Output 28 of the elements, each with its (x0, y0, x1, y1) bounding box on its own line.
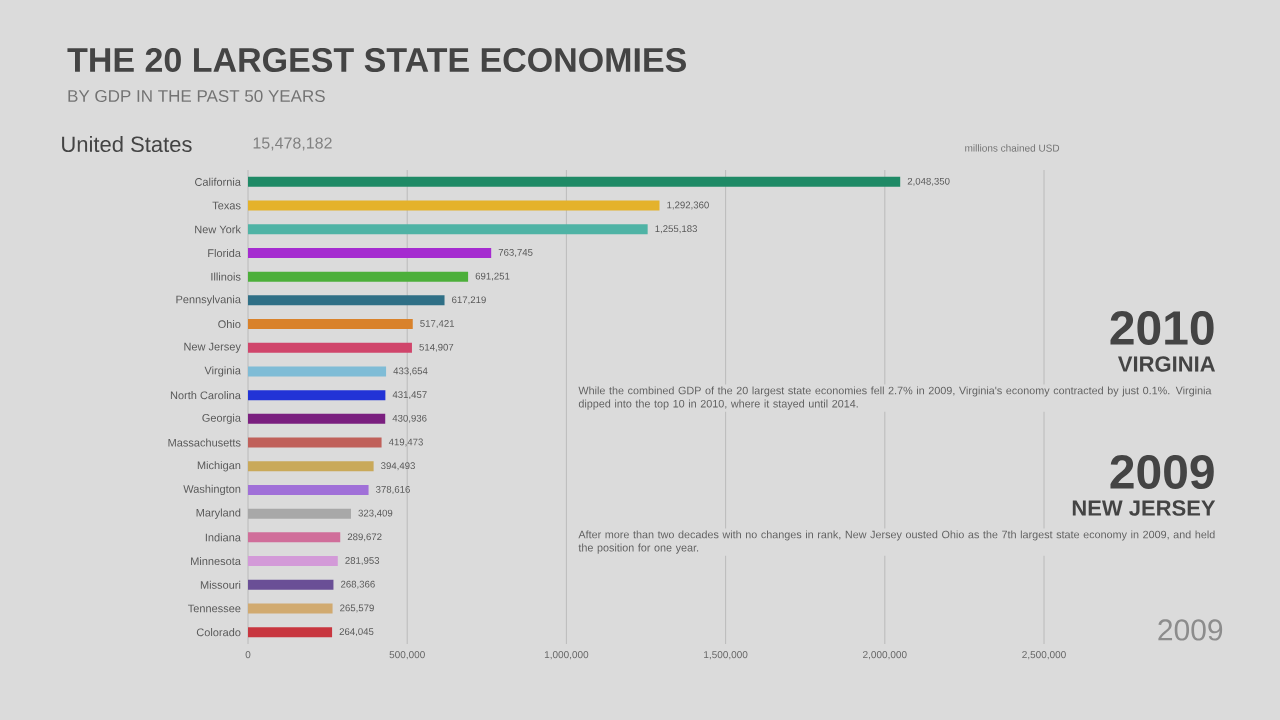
bar (248, 366, 387, 377)
chart-title: THE 20 LARGEST STATE ECONOMIES (67, 47, 686, 73)
bar (248, 627, 333, 638)
bar (248, 532, 341, 543)
text: 15,478,182 (253, 137, 332, 151)
text: 2009 (1110, 455, 1214, 489)
bar (248, 247, 492, 258)
bar (248, 200, 660, 211)
bar (248, 484, 369, 495)
bar (248, 579, 334, 590)
bar (248, 603, 333, 614)
text: NEW JERSEY (1072, 500, 1216, 516)
text: VIRGINIA (1117, 356, 1216, 372)
bar (248, 319, 413, 330)
text: 2010 (1110, 311, 1214, 345)
chart-subtitle: BY GDP IN THE PAST 50 YEARS (68, 90, 325, 103)
bar (248, 176, 901, 187)
bar (248, 224, 648, 235)
text: United States (62, 135, 192, 153)
bar (248, 390, 386, 401)
bar (248, 295, 445, 306)
bar (248, 556, 338, 567)
bar (248, 461, 374, 472)
bar (248, 437, 382, 448)
bar (248, 271, 469, 282)
text: 2009 (1158, 619, 1223, 641)
bar (248, 413, 386, 424)
bar (248, 342, 412, 353)
